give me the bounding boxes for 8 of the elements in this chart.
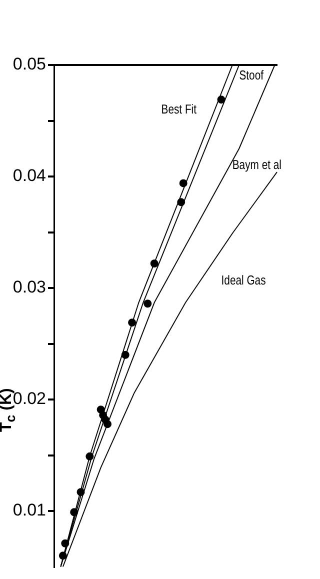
series-label: Best Fit <box>161 102 198 118</box>
series-label: Baym et al <box>232 158 282 172</box>
y-tick-label: 0.04 <box>12 166 46 186</box>
series-label: Ideal Gas <box>221 273 266 288</box>
y-tick-label: 0.03 <box>12 278 46 297</box>
y-tick-label: 0.05 <box>12 54 46 74</box>
series-label: Stoof <box>239 68 264 83</box>
y-tick-label: 0.01 <box>12 500 46 520</box>
